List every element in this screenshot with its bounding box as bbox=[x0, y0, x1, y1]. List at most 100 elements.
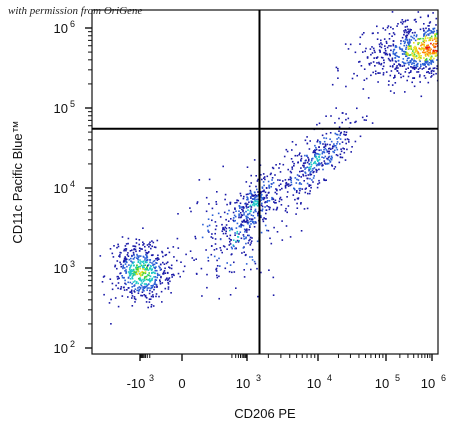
scatter-point bbox=[426, 46, 428, 48]
scatter-point bbox=[207, 260, 210, 262]
scatter-point bbox=[294, 188, 296, 191]
scatter-point bbox=[294, 198, 296, 201]
scatter-point bbox=[400, 21, 402, 24]
scatter-point bbox=[144, 276, 146, 278]
x-tick-label: -10 bbox=[127, 376, 146, 391]
scatter-point bbox=[141, 265, 144, 267]
scatter-point bbox=[431, 51, 434, 54]
scatter-point bbox=[236, 232, 238, 235]
scatter-point bbox=[304, 191, 307, 194]
scatter-point bbox=[384, 45, 386, 47]
scatter-point bbox=[147, 279, 149, 281]
scatter-point bbox=[172, 273, 175, 276]
scatter-point bbox=[262, 220, 265, 223]
scatter-point bbox=[307, 192, 309, 195]
scatter-point bbox=[131, 254, 133, 257]
scatter-point bbox=[424, 77, 427, 79]
scatter-point bbox=[296, 190, 298, 192]
scatter-point bbox=[125, 272, 127, 274]
scatter-point bbox=[252, 204, 254, 206]
scatter-point bbox=[313, 175, 315, 177]
scatter-point bbox=[117, 245, 120, 248]
scatter-point bbox=[406, 79, 408, 82]
scatter-point bbox=[420, 57, 422, 59]
scatter-point bbox=[415, 51, 417, 53]
scatter-point bbox=[404, 71, 407, 73]
scatter-point bbox=[137, 292, 140, 294]
scatter-point bbox=[251, 237, 253, 239]
scatter-point bbox=[266, 201, 268, 203]
scatter-point bbox=[366, 56, 369, 58]
scatter-point bbox=[409, 28, 411, 31]
scatter-point bbox=[270, 172, 272, 175]
scatter-point bbox=[121, 236, 124, 238]
scatter-point bbox=[216, 276, 219, 279]
scatter-point bbox=[252, 215, 255, 217]
scatter-point bbox=[255, 222, 257, 224]
scatter-point bbox=[428, 25, 430, 27]
scatter-point bbox=[228, 209, 230, 212]
scatter-point bbox=[354, 121, 356, 124]
scatter-point bbox=[144, 294, 147, 297]
scatter-point bbox=[245, 221, 248, 223]
scatter-point bbox=[146, 261, 148, 263]
scatter-point bbox=[234, 208, 236, 210]
scatter-point bbox=[253, 159, 256, 161]
scatter-point bbox=[403, 50, 405, 53]
scatter-point bbox=[256, 188, 258, 191]
scatter-point bbox=[422, 63, 424, 66]
scatter-point bbox=[315, 162, 317, 165]
scatter-point bbox=[427, 71, 429, 73]
scatter-point bbox=[289, 178, 292, 180]
scatter-point bbox=[414, 31, 416, 34]
scatter-point bbox=[155, 295, 157, 298]
scatter-point bbox=[307, 174, 310, 176]
scatter-point bbox=[386, 26, 389, 29]
scatter-point bbox=[158, 295, 160, 298]
scatter-point bbox=[247, 242, 250, 244]
scatter-point bbox=[299, 189, 301, 192]
scatter-point bbox=[393, 48, 396, 51]
scatter-point bbox=[368, 64, 371, 66]
scatter-point bbox=[416, 71, 418, 73]
scatter-point bbox=[401, 48, 404, 50]
scatter-point bbox=[248, 201, 250, 203]
scatter-point bbox=[157, 254, 159, 257]
scatter-point bbox=[392, 43, 395, 46]
scatter-point bbox=[243, 269, 245, 271]
scatter-point bbox=[126, 254, 129, 256]
scatter-point bbox=[135, 272, 137, 275]
scatter-point bbox=[222, 228, 224, 230]
scatter-point bbox=[314, 149, 316, 152]
scatter-point bbox=[132, 262, 134, 265]
scatter-point bbox=[246, 203, 249, 205]
scatter-point bbox=[413, 64, 416, 67]
scatter-point bbox=[324, 162, 326, 164]
scatter-point bbox=[189, 250, 192, 252]
scatter-point bbox=[260, 196, 262, 198]
scatter-point bbox=[419, 37, 422, 40]
scatter-point bbox=[344, 159, 347, 161]
scatter-point bbox=[313, 151, 315, 153]
scatter-point bbox=[138, 290, 140, 292]
scatter-point bbox=[413, 55, 415, 58]
scatter-point bbox=[243, 212, 245, 214]
scatter-point bbox=[272, 294, 275, 296]
scatter-point bbox=[185, 253, 187, 256]
scatter-point bbox=[206, 286, 208, 289]
scatter-point bbox=[148, 292, 151, 295]
scatter-point bbox=[424, 47, 427, 50]
scatter-point bbox=[148, 246, 150, 248]
scatter-point bbox=[298, 183, 301, 185]
scatter-point bbox=[297, 198, 299, 200]
scatter-point bbox=[271, 198, 273, 201]
scatter-point bbox=[250, 240, 253, 242]
scatter-point bbox=[404, 20, 406, 23]
scatter-point bbox=[161, 250, 163, 253]
scatter-point bbox=[411, 63, 413, 65]
scatter-point bbox=[145, 257, 148, 259]
scatter-point bbox=[332, 145, 334, 147]
scatter-point bbox=[243, 219, 246, 221]
scatter-point bbox=[270, 185, 272, 188]
scatter-point bbox=[408, 47, 411, 50]
